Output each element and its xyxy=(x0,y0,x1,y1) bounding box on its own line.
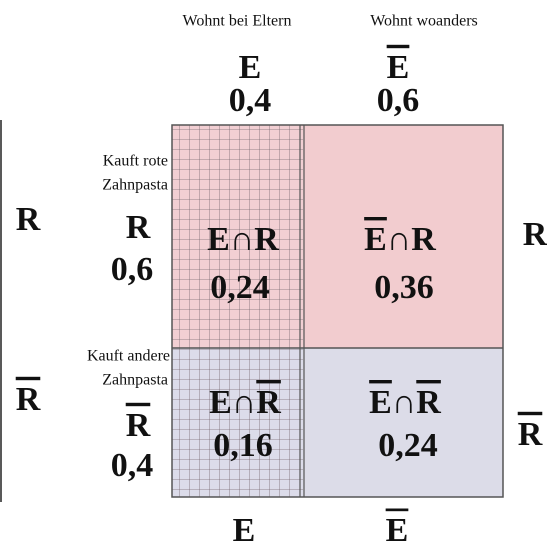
row-desc: Kauft andere xyxy=(87,348,170,365)
row-label: R xyxy=(126,209,151,246)
row-desc: Kauft rote xyxy=(103,153,168,170)
side-label: R xyxy=(16,201,41,238)
set: E xyxy=(207,221,230,258)
op: ∩ xyxy=(387,221,411,258)
header: Wohnt woanders xyxy=(370,13,478,30)
col-prob: 0,4 xyxy=(229,82,272,119)
cell-label: E∩R xyxy=(207,221,279,258)
set: R xyxy=(254,221,279,258)
set: E xyxy=(209,384,232,421)
row-label: R xyxy=(126,407,151,444)
set: R xyxy=(256,384,281,421)
side-label: E xyxy=(233,512,256,549)
cell-prob: 0,36 xyxy=(374,269,434,306)
row-desc: Zahnpasta xyxy=(102,372,168,389)
cell-note-notr xyxy=(303,348,503,497)
frame xyxy=(171,124,504,498)
set: R xyxy=(411,221,436,258)
side-label: R xyxy=(518,416,543,453)
side-label: R xyxy=(16,381,41,418)
cell-note-r xyxy=(303,125,503,348)
cell-prob: 0,24 xyxy=(378,427,438,464)
cell-label: E∩R xyxy=(209,384,281,421)
op: ∩ xyxy=(392,384,416,421)
row-prob: 0,6 xyxy=(111,251,154,288)
set: E xyxy=(369,384,392,421)
set: E xyxy=(364,221,387,258)
op: ∩ xyxy=(232,384,256,421)
col-label: E xyxy=(239,49,262,86)
header: Wohnt bei Eltern xyxy=(183,13,292,30)
cell-label: E∩R xyxy=(364,221,436,258)
set: R xyxy=(416,384,441,421)
row-prob: 0,4 xyxy=(111,447,154,484)
side-label: R xyxy=(523,216,547,253)
cell-prob: 0,24 xyxy=(210,269,270,306)
cell-prob: 0,16 xyxy=(213,427,273,464)
col-label: E xyxy=(387,49,410,86)
cell-label: E∩R xyxy=(369,384,441,421)
side-label: E xyxy=(386,512,409,549)
op: ∩ xyxy=(230,221,254,258)
row-desc: Zahnpasta xyxy=(102,177,168,194)
hatch xyxy=(172,125,303,497)
col-prob: 0,6 xyxy=(377,82,420,119)
